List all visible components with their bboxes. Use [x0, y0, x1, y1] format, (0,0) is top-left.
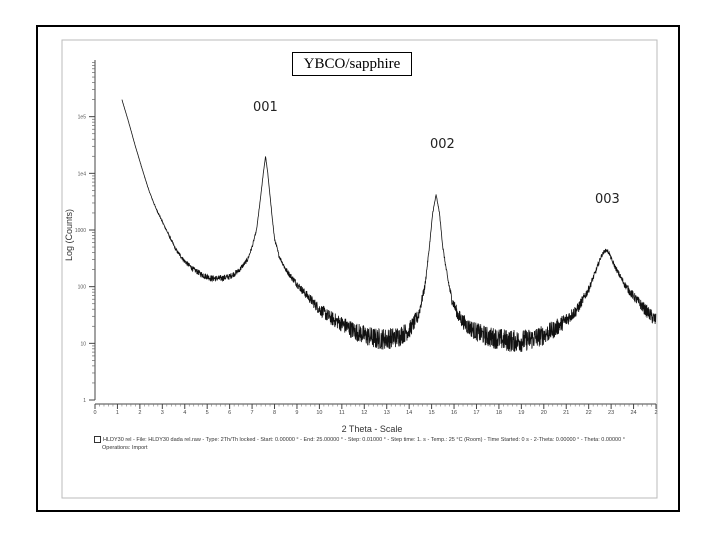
- y-tick-label: 1e5: [78, 115, 87, 121]
- x-tick-label: 2: [138, 410, 141, 416]
- x-tick-label: 14: [406, 410, 412, 416]
- y-tick-label: 1e4: [78, 171, 87, 177]
- caption-line-2: Operations: Import: [102, 445, 148, 451]
- peak-label-002: 002: [430, 137, 455, 152]
- x-tick-label: 18: [496, 410, 502, 416]
- x-tick-label: 17: [473, 410, 479, 416]
- x-tick-label: 7: [251, 410, 254, 416]
- x-tick-label: 13: [384, 410, 390, 416]
- x-tick-label: 8: [273, 410, 276, 416]
- x-tick-label: 2: [654, 410, 657, 416]
- x-tick-label: 16: [451, 410, 457, 416]
- y-tick-label: 1000: [75, 228, 86, 234]
- y-axis-label: Log (Counts): [64, 209, 74, 261]
- x-ticks: 0 1 2 3 4 5 6 7 8 9 10 11 12 13 14 15 16 17 18 19 20 21 22 23 24…: [93, 404, 658, 416]
- chart-title: YBCO/sapphire: [292, 52, 412, 76]
- y-tick-label: 10: [80, 341, 86, 347]
- x-tick-label: 5: [206, 410, 209, 416]
- scan-caption: HLDY30 rel - File: HLDY30 dada rel.raw -…: [94, 436, 625, 452]
- x-tick-label: 21: [563, 410, 569, 416]
- x-tick-label: 12: [361, 410, 367, 416]
- x-tick-label: 1: [116, 410, 119, 416]
- x-tick-label: 11: [339, 410, 345, 416]
- x-tick-label: 4: [183, 410, 186, 416]
- x-tick-label: 23: [608, 410, 614, 416]
- x-axis-label: 2 Theta - Scale: [342, 424, 403, 434]
- slide-frame: [36, 25, 680, 512]
- peak-label-001: 001: [253, 100, 278, 115]
- x-tick-label: 6: [228, 410, 231, 416]
- series-line: [121, 99, 657, 353]
- x-tick-label: 24: [630, 410, 636, 416]
- caption-line-1: HLDY30 rel - File: HLDY30 dada rel.raw -…: [103, 437, 625, 443]
- y-tick-label: 100: [78, 285, 87, 291]
- x-tick-label: 22: [586, 410, 592, 416]
- x-tick-label: 19: [518, 410, 524, 416]
- x-tick-label: 10: [316, 410, 322, 416]
- x-tick-label: 20: [541, 410, 547, 416]
- legend-checkbox: [94, 436, 101, 444]
- x-tick-label: 15: [429, 410, 435, 416]
- y-tick-label: 1: [83, 398, 86, 404]
- x-tick-label: 3: [161, 410, 164, 416]
- plot-frame: [61, 39, 658, 499]
- y-ticks: 1 10 100 1000 1e4 1e5: [75, 62, 95, 404]
- x-tick-label: 9: [295, 410, 298, 416]
- x-tick-label: 0: [93, 410, 96, 416]
- peak-label-003: 003: [595, 192, 620, 207]
